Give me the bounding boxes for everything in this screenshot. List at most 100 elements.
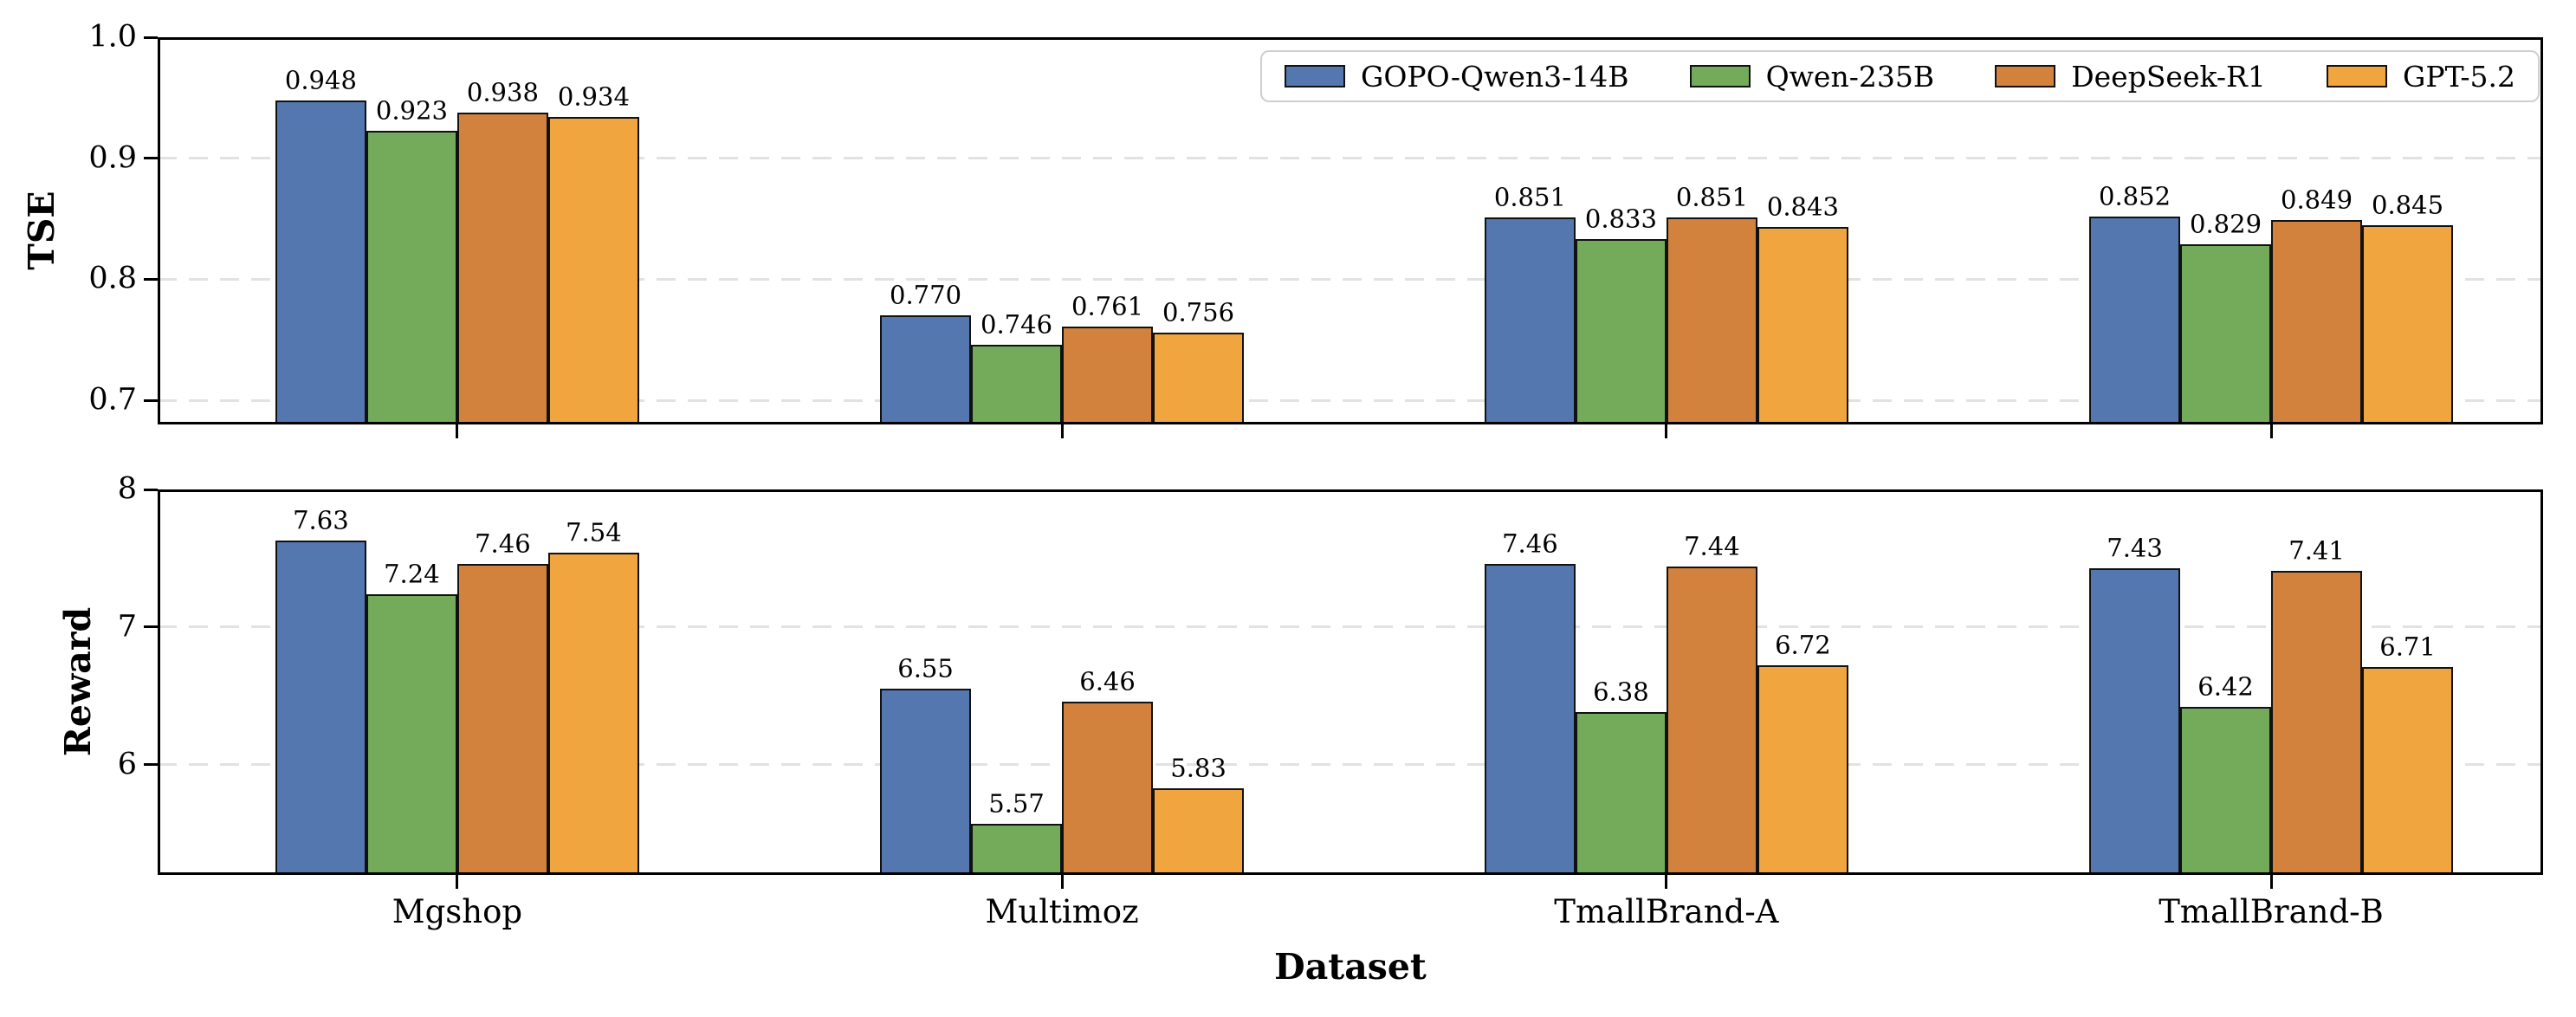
legend-label-qwen-235b: Qwen-235B: [1765, 59, 1935, 94]
gridline-reward-7: [158, 625, 2543, 629]
bar-reward-tmallbrand-a-qwen-235b: [1575, 712, 1667, 875]
bar-reward-multimoz-qwen-235b: [971, 824, 1063, 875]
bar-value-label-tse-tmallbrand-b-deepseek-r1: 0.849: [2281, 185, 2353, 215]
legend-label-gpt-5-2: GPT-5.2: [2403, 59, 2515, 94]
ytick-label-reward-8: 8: [117, 471, 137, 507]
bar-value-label-reward-tmallbrand-b-gpt-5-2: 6.71: [2379, 632, 2436, 662]
bar-value-label-tse-tmallbrand-a-gopo-qwen3-14b: 0.851: [1493, 182, 1566, 212]
bar-value-label-tse-multimoz-gopo-qwen3-14b: 0.770: [890, 280, 962, 310]
bar-reward-tmallbrand-a-gopo-qwen3-14b: [1484, 563, 1576, 875]
bar-value-label-tse-tmallbrand-b-gopo-qwen3-14b: 0.852: [2099, 181, 2171, 211]
axes-tse: 0.948 0.770 0.851 0.852 0.923 0.746 0.833 0.829…: [158, 37, 2543, 424]
ytick-label-reward-7: 7: [117, 609, 137, 645]
ytick-mark-tse-0.7: [144, 398, 158, 402]
gridline-tse-0.7: [158, 398, 2543, 402]
bar-tse-multimoz-deepseek-r1: [1062, 326, 1154, 424]
ylabel-tse: TSE: [21, 191, 62, 270]
bar-tse-tmallbrand-a-qwen-235b: [1575, 239, 1667, 424]
ytick-label-tse-0.9: 0.9: [88, 140, 137, 176]
bar-value-label-tse-mgshop-qwen-235b: 0.923: [375, 95, 448, 126]
bar-value-label-tse-mgshop-deepseek-r1: 0.938: [466, 77, 539, 107]
ytick-mark-tse-0.8: [144, 277, 158, 281]
bar-value-label-tse-tmallbrand-a-gpt-5-2: 0.843: [1766, 191, 1839, 222]
ytick-label-tse-0.8: 0.8: [88, 261, 137, 296]
legend: GOPO-Qwen3-14B Qwen-235B DeepSeek-R1 GPT-5.…: [1260, 50, 2540, 102]
bar-tse-mgshop-gopo-qwen3-14b: [275, 100, 366, 424]
legend-swatch-deepseek-r1: [1995, 65, 2056, 87]
bar-tse-tmallbrand-b-deepseek-r1: [2271, 219, 2363, 424]
bar-value-label-reward-tmallbrand-a-gopo-qwen3-14b: 7.46: [1502, 528, 1558, 559]
ytick-mark-tse-1.0: [144, 36, 158, 39]
bar-value-label-tse-mgshop-gopo-qwen3-14b: 0.948: [284, 65, 357, 95]
bar-reward-tmallbrand-b-deepseek-r1: [2271, 570, 2363, 875]
bar-value-label-reward-mgshop-gopo-qwen3-14b: 7.63: [293, 505, 349, 535]
bar-value-label-tse-multimoz-deepseek-r1: 0.761: [1071, 291, 1144, 321]
ytick-mark-reward-6: [144, 763, 158, 767]
bar-tse-multimoz-gopo-qwen3-14b: [880, 315, 972, 424]
legend-item-deepseek-r1: DeepSeek-R1: [1995, 62, 2266, 91]
bar-reward-mgshop-qwen-235b: [366, 593, 457, 875]
bar-tse-multimoz-qwen-235b: [971, 344, 1063, 424]
bar-value-label-tse-tmallbrand-a-deepseek-r1: 0.851: [1675, 182, 1748, 212]
bar-tse-multimoz-gpt-5-2: [1153, 332, 1245, 424]
bar-tse-tmallbrand-b-gopo-qwen3-14b: [2089, 216, 2181, 424]
bar-reward-tmallbrand-a-deepseek-r1: [1666, 567, 1757, 875]
legend-item-gpt-5-2: GPT-5.2: [2327, 62, 2515, 91]
xtick-mark-reward-tmallbrand-b: [2269, 875, 2273, 889]
gridline-tse-0.9: [158, 157, 2543, 160]
bar-value-label-reward-tmallbrand-a-deepseek-r1: 7.44: [1684, 531, 1740, 561]
xtick-mark-reward-mgshop: [456, 875, 459, 889]
xtick-mark-reward-tmallbrand-a: [1665, 875, 1668, 889]
bar-tse-mgshop-deepseek-r1: [456, 112, 548, 424]
bar-reward-tmallbrand-b-gpt-5-2: [2362, 667, 2454, 875]
bar-reward-mgshop-gopo-qwen3-14b: [275, 540, 366, 875]
xtick-mark-tse-mgshop: [456, 424, 459, 438]
bar-tse-mgshop-gpt-5-2: [547, 117, 639, 424]
axes-reward: 7.63 6.55 7.46 7.43 7.24 5.57 6.38 6.42 7.46 6.46…: [158, 489, 2543, 875]
bar-value-label-tse-tmallbrand-a-qwen-235b: 0.833: [1584, 204, 1657, 234]
bar-value-label-tse-multimoz-gpt-5-2: 0.756: [1162, 297, 1235, 327]
bar-tse-tmallbrand-a-gpt-5-2: [1757, 227, 1848, 424]
bar-value-label-reward-tmallbrand-b-gopo-qwen3-14b: 7.43: [2107, 533, 2163, 563]
xtick-label-tmallbrand-b: TmallBrand-B: [2159, 893, 2384, 930]
legend-swatch-qwen-235b: [1689, 65, 1751, 87]
bar-value-label-tse-tmallbrand-b-qwen-235b: 0.829: [2190, 209, 2262, 239]
bar-value-label-reward-tmallbrand-b-qwen-235b: 6.42: [2197, 671, 2254, 702]
ytick-mark-reward-8: [144, 488, 158, 491]
bar-reward-tmallbrand-a-gpt-5-2: [1757, 665, 1848, 875]
bar-value-label-reward-multimoz-qwen-235b: 5.57: [988, 788, 1045, 819]
xtick-mark-tse-multimoz: [1060, 424, 1064, 438]
xtick-label-multimoz: Multimoz: [985, 893, 1139, 930]
bar-value-label-tse-mgshop-gpt-5-2: 0.934: [557, 81, 630, 112]
ytick-mark-tse-0.9: [144, 157, 158, 160]
bar-value-label-reward-mgshop-qwen-235b: 7.24: [384, 559, 440, 589]
bar-value-label-reward-mgshop-deepseek-r1: 7.46: [475, 528, 531, 559]
legend-item-qwen-235b: Qwen-235B: [1689, 59, 1935, 94]
bar-reward-multimoz-deepseek-r1: [1062, 701, 1154, 875]
bar-value-label-tse-tmallbrand-b-gpt-5-2: 0.845: [2372, 190, 2444, 220]
legend-label-gopo-qwen3-14b: GOPO-Qwen3-14B: [1361, 59, 1629, 94]
xtick-mark-reward-multimoz: [1060, 875, 1064, 889]
ytick-mark-reward-7: [144, 625, 158, 629]
ytick-label-reward-6: 6: [117, 747, 137, 782]
bar-tse-mgshop-qwen-235b: [366, 130, 457, 424]
bar-value-label-reward-multimoz-gpt-5-2: 5.83: [1170, 753, 1227, 783]
bar-value-label-reward-mgshop-gpt-5-2: 7.54: [566, 517, 622, 547]
bar-reward-mgshop-deepseek-r1: [456, 563, 548, 875]
bar-value-label-reward-tmallbrand-a-qwen-235b: 6.38: [1593, 677, 1649, 708]
bar-value-label-reward-multimoz-deepseek-r1: 6.46: [1079, 666, 1136, 696]
ytick-label-tse-1.0: 1.0: [88, 19, 137, 55]
legend-label-deepseek-r1: DeepSeek-R1: [2071, 59, 2266, 94]
xtick-label-tmallbrand-a: TmallBrand-A: [1554, 893, 1779, 930]
bar-tse-tmallbrand-a-gopo-qwen3-14b: [1484, 217, 1576, 424]
legend-swatch-gpt-5-2: [2327, 65, 2387, 87]
bar-reward-multimoz-gopo-qwen3-14b: [880, 689, 972, 875]
bar-reward-tmallbrand-b-qwen-235b: [2180, 707, 2272, 875]
xtick-mark-tse-tmallbrand-b: [2269, 424, 2273, 438]
bar-tse-tmallbrand-b-gpt-5-2: [2362, 224, 2454, 424]
xlabel-dataset: Dataset: [1274, 946, 1427, 988]
bar-reward-mgshop-gpt-5-2: [547, 553, 639, 875]
bar-value-label-reward-tmallbrand-a-gpt-5-2: 6.72: [1775, 630, 1831, 660]
bar-reward-multimoz-gpt-5-2: [1153, 787, 1245, 875]
bar-value-label-tse-multimoz-qwen-235b: 0.746: [981, 309, 1053, 340]
